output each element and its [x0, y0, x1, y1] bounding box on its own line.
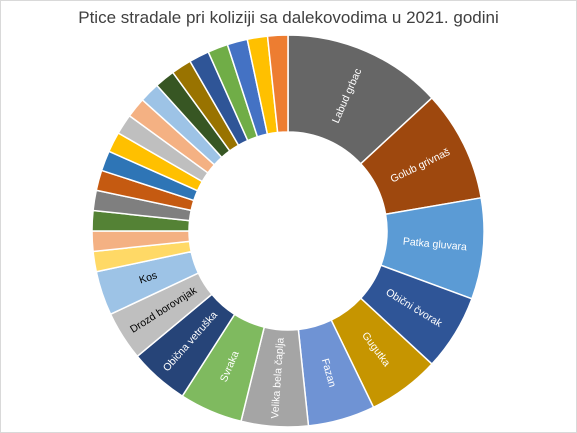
slice-label: Velika bela čaplja [269, 337, 287, 419]
slice-label: Patka gluvara [402, 236, 467, 254]
slice-label: Kos [138, 269, 159, 286]
donut-slice [266, 34, 289, 134]
chart-title: Ptice stradale pri koliziji sa dalekovod… [78, 8, 499, 27]
